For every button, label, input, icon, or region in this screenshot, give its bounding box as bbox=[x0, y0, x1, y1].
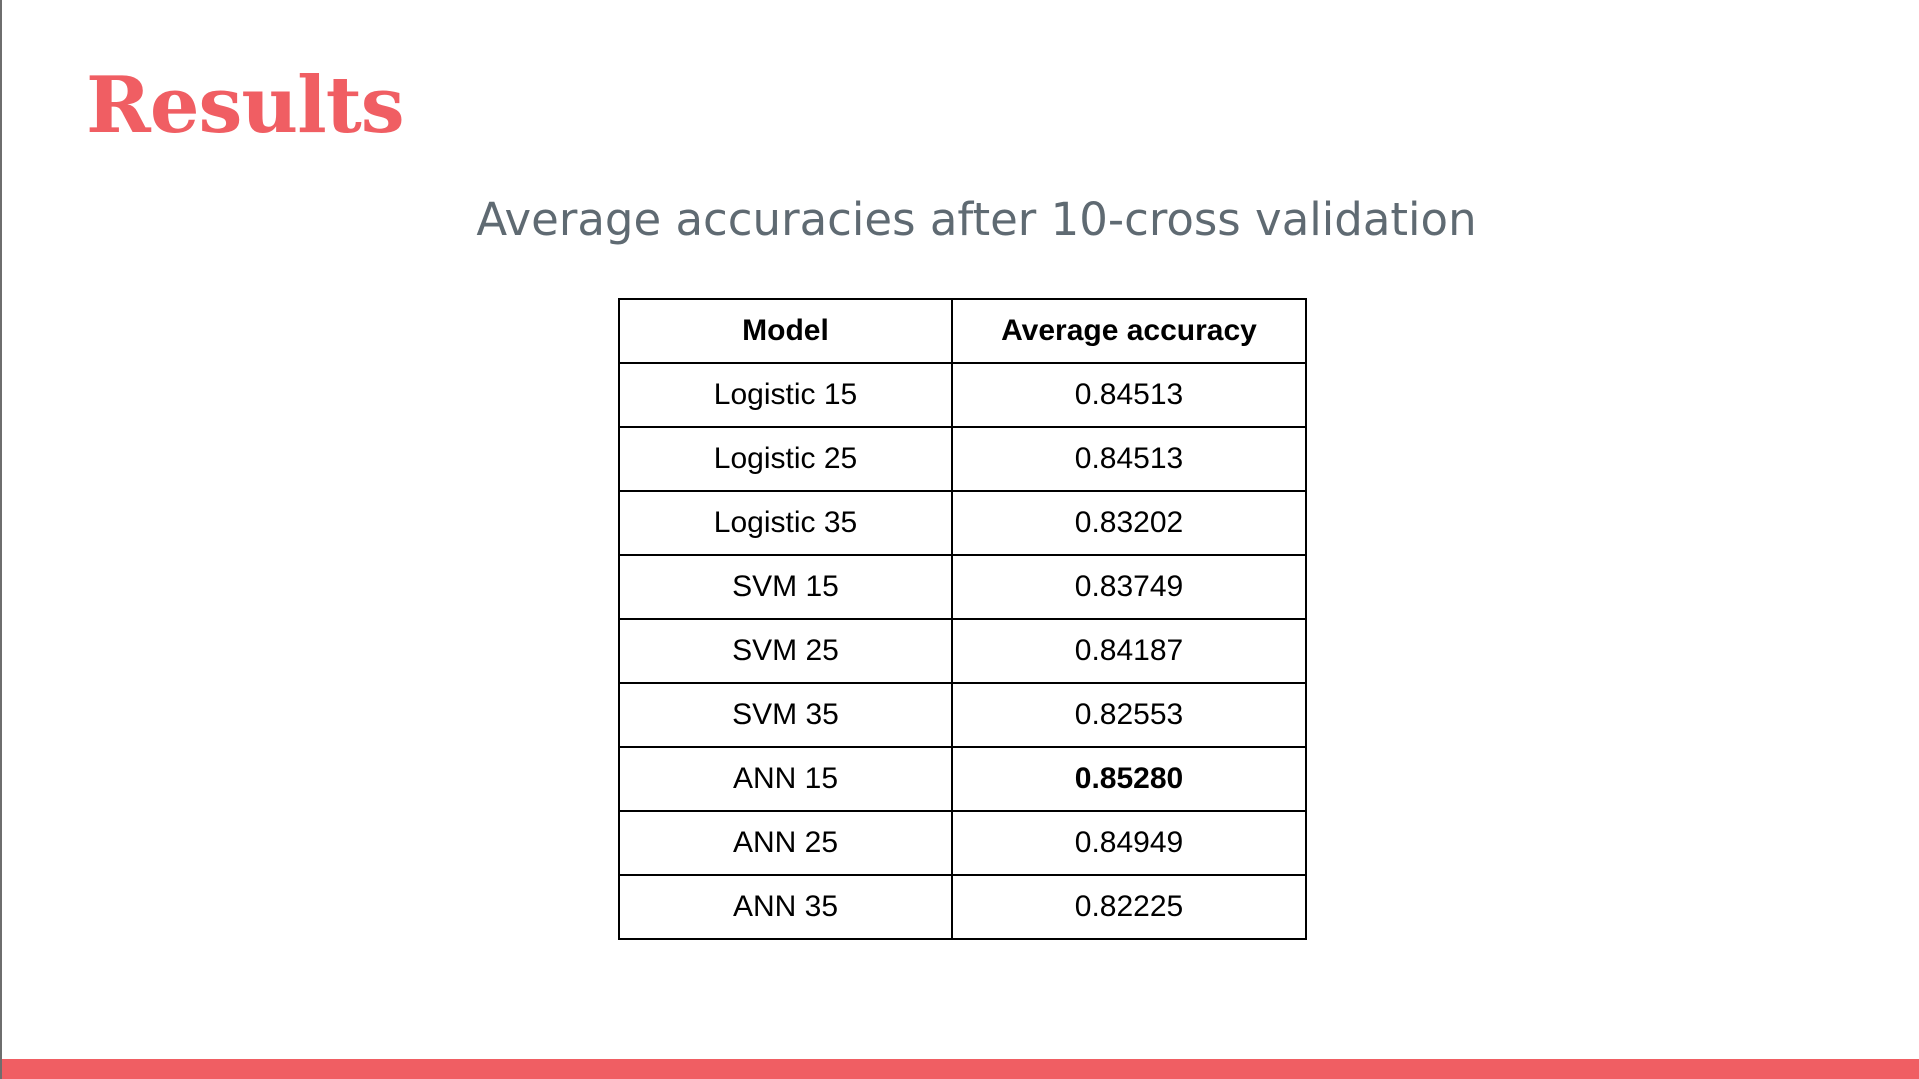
table-row: Logistic 35 0.83202 bbox=[618, 490, 1307, 556]
model-cell: ANN 25 bbox=[618, 810, 953, 876]
table-row: ANN 35 0.82225 bbox=[618, 874, 1307, 940]
accuracy-cell: 0.84949 bbox=[951, 810, 1307, 876]
table-row: Logistic 15 0.84513 bbox=[618, 362, 1307, 428]
model-cell: ANN 35 bbox=[618, 874, 953, 940]
results-table: Model Average accuracy Logistic 15 0.845… bbox=[618, 298, 1307, 940]
table-row: Logistic 25 0.84513 bbox=[618, 426, 1307, 492]
table-header-row: Model Average accuracy bbox=[618, 298, 1307, 364]
table-row: SVM 15 0.83749 bbox=[618, 554, 1307, 620]
accuracy-cell: 0.84513 bbox=[951, 426, 1307, 492]
table-row: SVM 35 0.82553 bbox=[618, 682, 1307, 748]
model-cell: Logistic 35 bbox=[618, 490, 953, 556]
table-row: SVM 25 0.84187 bbox=[618, 618, 1307, 684]
accuracy-cell: 0.83202 bbox=[951, 490, 1307, 556]
header-model: Model bbox=[618, 298, 953, 364]
table-row: ANN 25 0.84949 bbox=[618, 810, 1307, 876]
bottom-accent-bar bbox=[2, 1059, 1919, 1079]
accuracy-cell: 0.82225 bbox=[951, 874, 1307, 940]
accuracy-cell: 0.82553 bbox=[951, 682, 1307, 748]
model-cell: Logistic 25 bbox=[618, 426, 953, 492]
slide-subtitle: Average accuracies after 10-cross valida… bbox=[476, 193, 1477, 246]
table-row: ANN 15 0.85280 bbox=[618, 746, 1307, 812]
accuracy-cell: 0.83749 bbox=[951, 554, 1307, 620]
model-cell: SVM 15 bbox=[618, 554, 953, 620]
accuracy-cell: 0.84513 bbox=[951, 362, 1307, 428]
accuracy-cell: 0.84187 bbox=[951, 618, 1307, 684]
model-cell: ANN 15 bbox=[618, 746, 953, 812]
model-cell: Logistic 15 bbox=[618, 362, 953, 428]
accuracy-cell: 0.85280 bbox=[951, 746, 1307, 812]
model-cell: SVM 35 bbox=[618, 682, 953, 748]
header-average-accuracy: Average accuracy bbox=[951, 298, 1307, 364]
model-cell: SVM 25 bbox=[618, 618, 953, 684]
slide-title: Results bbox=[86, 60, 405, 151]
